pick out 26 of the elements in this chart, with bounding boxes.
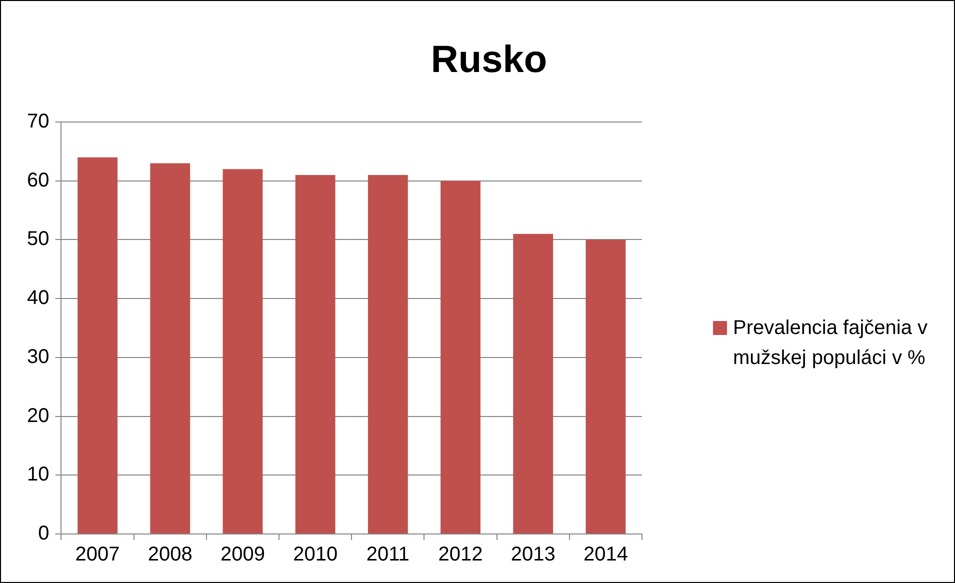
y-tick-label: 40	[26, 287, 50, 310]
x-tick-label: 2008	[148, 544, 192, 566]
bar	[440, 180, 480, 534]
bar	[513, 234, 554, 534]
chart-title: Rusko	[430, 39, 548, 82]
bar	[78, 157, 118, 534]
bar	[368, 174, 408, 534]
y-tick-label: 50	[26, 228, 50, 250]
y-tick-label: 20	[26, 404, 50, 427]
bar	[150, 163, 190, 534]
x-tick-label: 2009	[220, 544, 265, 566]
y-tick-label: 10	[26, 464, 50, 486]
legend-label: Prevalencia fajčenia v mužskej populáci v %	[733, 316, 929, 371]
bar	[295, 174, 336, 534]
x-tick-label: 2013	[510, 544, 556, 566]
x-tick-label: 2014	[583, 544, 628, 566]
bar	[222, 169, 263, 534]
y-tick-label: 70	[26, 110, 50, 133]
y-tick-label: 30	[26, 346, 50, 368]
x-tick-label: 2011	[366, 544, 410, 566]
y-tick-label: 0	[38, 522, 50, 545]
x-tick-label: 2010	[293, 544, 338, 566]
y-tick-label: 60	[26, 169, 50, 192]
x-tick-label: 2012	[438, 544, 483, 566]
bar	[586, 240, 626, 534]
x-tick-label: 2007	[75, 544, 120, 566]
